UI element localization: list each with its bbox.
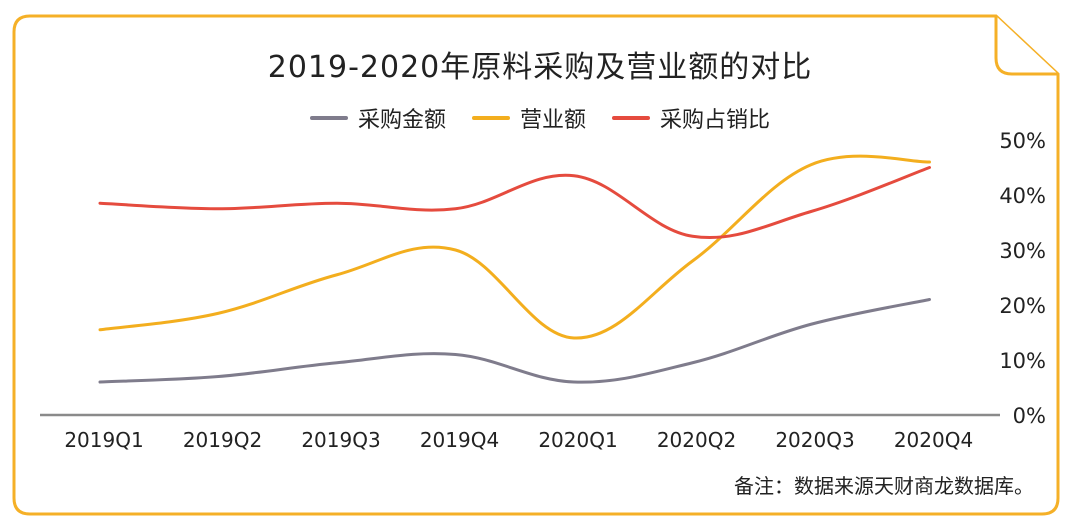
legend-item-ratio: 采购占销比 [612,102,770,134]
frame-outline [12,14,1060,516]
x-tick-label: 2020Q4 [894,428,973,452]
x-tick-label: 2019Q4 [420,428,499,452]
legend-item-procurement: 采购金额 [309,102,446,134]
legend-swatch-ratio [612,116,650,120]
page-curl [994,16,1058,76]
x-tick-label: 2019Q3 [301,428,380,452]
chart-title: 2019-2020年原料采购及营业额的对比 [267,50,813,85]
legend-label-ratio: 采购占销比 [660,108,771,133]
x-tick-label: 2020Q1 [538,428,617,452]
y-tick-label: 20% [999,294,1046,318]
x-tick-label: 2019Q2 [183,428,262,452]
legend-swatch-revenue [471,116,510,120]
y-tick-label: 50% [999,129,1046,153]
series-revenue-line [98,154,931,340]
series-ratio-line [98,166,931,240]
source-note: 备注：数据来源天财商龙数据库。 [734,474,1034,498]
y-tick-label: 0% [1013,404,1046,428]
x-tick-label: 2020Q3 [775,428,854,452]
legend-label-procurement: 采购金额 [357,108,446,133]
legend-swatch-procurement [309,116,348,120]
y-tick-label: 30% [999,239,1046,263]
legend-label-revenue: 营业额 [519,108,586,133]
series-procurement-line [98,298,931,384]
x-tick-label: 2020Q2 [657,428,736,452]
legend: 采购金额 营业额 采购占销比 [0,102,1080,134]
legend-item-revenue: 营业额 [471,102,586,134]
plot-area: 0% 10% 20% 30% 40% 50% 2019Q1 2019Q2 2019Q3 2019Q… [40,129,1046,452]
y-tick-label: 10% [999,349,1046,373]
y-tick-label: 40% [999,184,1046,208]
x-tick-label: 2019Q1 [64,428,143,452]
